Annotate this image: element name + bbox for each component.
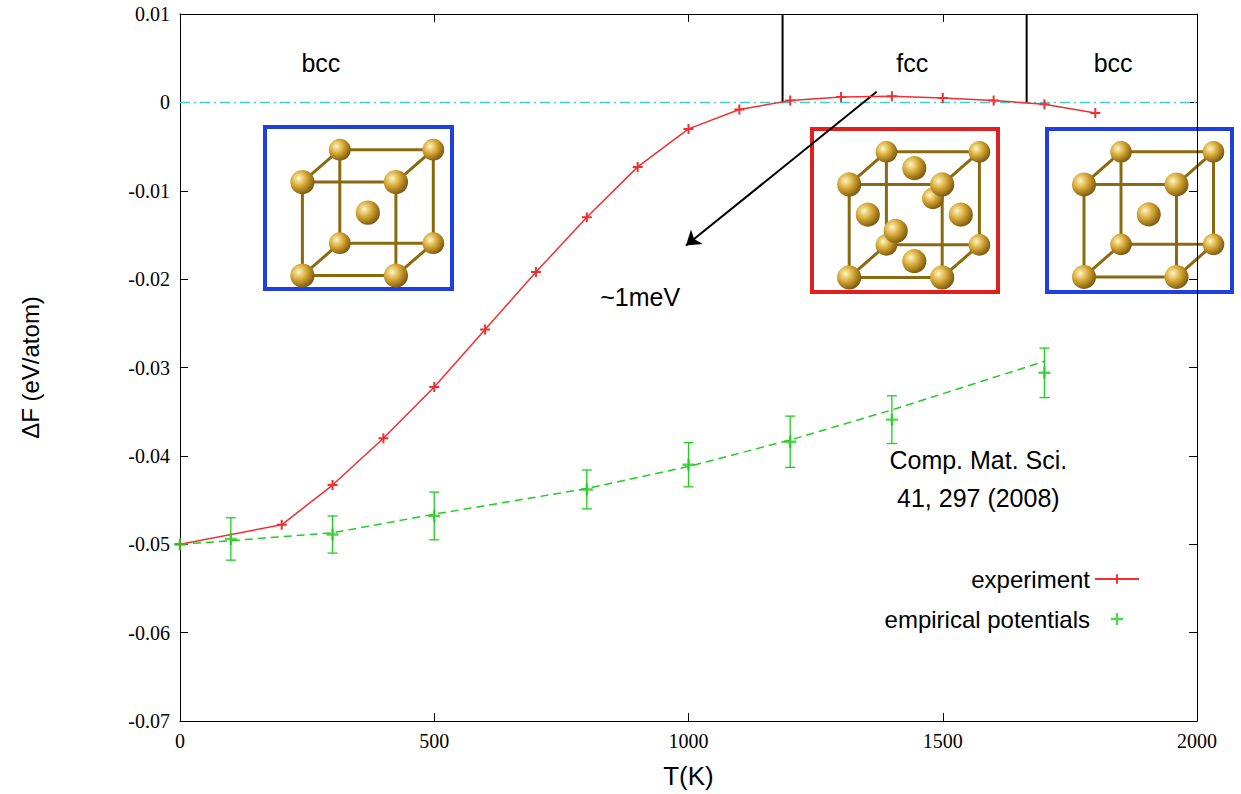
- svg-text:-0.02: -0.02: [128, 268, 170, 290]
- svg-text:experiment: experiment: [971, 566, 1090, 593]
- svg-text:Comp. Mat. Sci.: Comp. Mat. Sci.: [889, 446, 1067, 474]
- svg-text:-0.05: -0.05: [128, 533, 170, 555]
- svg-text:0.01: 0.01: [135, 3, 170, 25]
- svg-text:bcc: bcc: [301, 49, 340, 77]
- svg-text:bcc: bcc: [1094, 49, 1133, 77]
- svg-text:0: 0: [175, 730, 185, 752]
- svg-text:500: 500: [419, 730, 449, 752]
- svg-text:1000: 1000: [669, 730, 709, 752]
- svg-text:-0.01: -0.01: [128, 180, 170, 202]
- svg-text:41, 297 (2008): 41, 297 (2008): [897, 484, 1060, 512]
- svg-text:1500: 1500: [923, 730, 963, 752]
- svg-text:2000: 2000: [1177, 730, 1217, 752]
- svg-text:empirical potentials: empirical potentials: [885, 606, 1090, 633]
- svg-text:fcc: fcc: [896, 49, 928, 77]
- svg-text:T(K): T(K): [663, 761, 714, 791]
- svg-text:-0.03: -0.03: [128, 357, 170, 379]
- svg-text:0: 0: [160, 91, 170, 113]
- svg-text:~1meV: ~1meV: [600, 283, 680, 311]
- svg-text:-0.07: -0.07: [128, 710, 170, 732]
- svg-text:-0.04: -0.04: [128, 445, 170, 467]
- svg-text:ΔF (eV/atom): ΔF (eV/atom): [17, 296, 44, 439]
- svg-text:-0.06: -0.06: [128, 622, 170, 644]
